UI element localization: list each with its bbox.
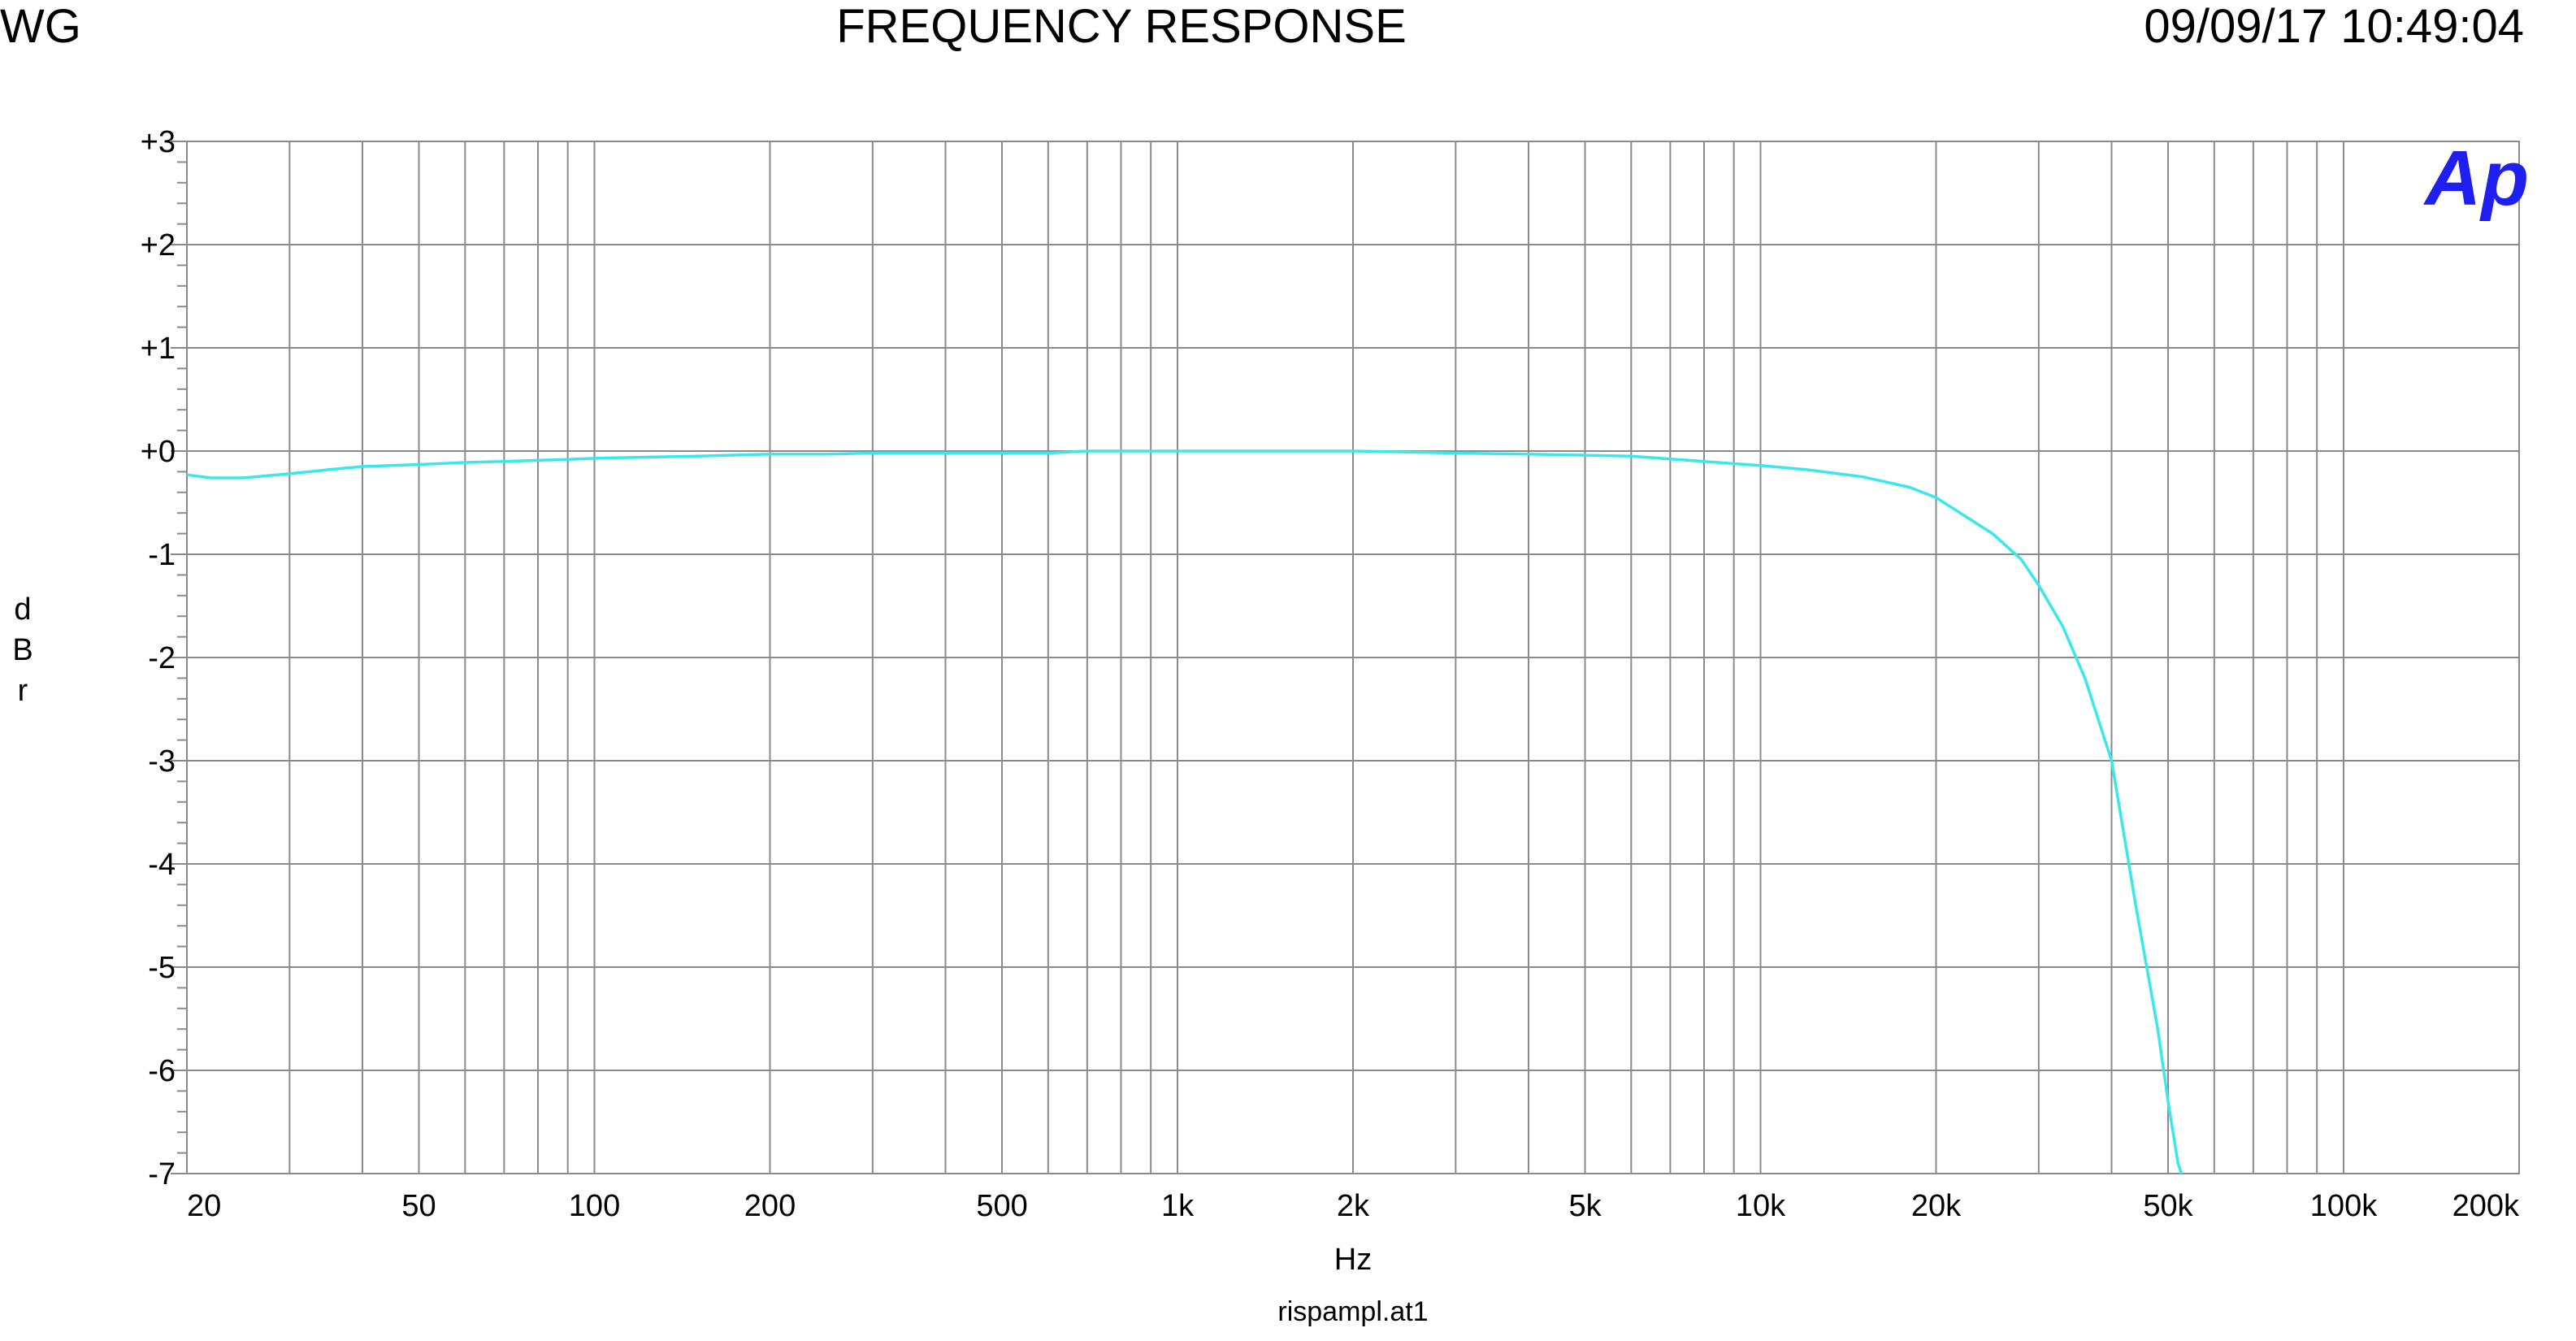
y-tick-label: +0 [141, 435, 176, 469]
y-tick-label: -6 [148, 1054, 176, 1088]
header-timestamp: 09/09/17 10:49:04 [2144, 0, 2524, 53]
response-trace [186, 449, 2184, 1174]
x-tick-label: 20k [1911, 1189, 1962, 1223]
y-axis-tick-labels: +3 +2 +1 +0 -1 -2 -3 -4 -5 -6 -7 [141, 125, 176, 1191]
ap-logo: Ap [2423, 135, 2529, 222]
x-tick-label: 100k [2310, 1189, 2378, 1223]
y-tick-label: -4 [148, 848, 176, 882]
y-tick-label: -5 [148, 951, 176, 985]
plot-frame [186, 141, 2520, 1174]
y-axis-title-d: d [14, 592, 31, 627]
y-axis-title-r: r [18, 674, 28, 708]
x-tick-label: 100 [569, 1189, 620, 1223]
x-tick-label: 50 [401, 1189, 436, 1223]
y-tick-label: +3 [141, 125, 176, 159]
y-axis-title-b: B [12, 633, 33, 667]
y-tick-label: +2 [141, 228, 176, 263]
y-minor-ticks [171, 141, 187, 1174]
x-tick-label: 200k [2452, 1189, 2520, 1223]
y-tick-label: +1 [141, 332, 176, 366]
grid [187, 141, 2519, 1174]
x-tick-label: 1k [1161, 1189, 1195, 1223]
x-tick-label: 200 [744, 1189, 796, 1223]
y-tick-label: -1 [148, 538, 176, 572]
x-tick-label: 20 [187, 1189, 221, 1223]
x-tick-label: 50k [2143, 1189, 2193, 1223]
chart-title: FREQUENCY RESPONSE [836, 0, 1407, 53]
x-tick-label: 5k [1568, 1189, 1602, 1223]
x-tick-label: 2k [1337, 1189, 1370, 1223]
y-tick-label: -3 [148, 744, 176, 779]
x-axis-tick-labels: 20 50 100 200 500 1k 2k 5k 10k 20k 50k 100k 200k [187, 1189, 2520, 1223]
x-tick-label: 500 [976, 1189, 1027, 1223]
y-tick-label: -7 [148, 1157, 176, 1191]
file-name-label: rispampl.at1 [1277, 1296, 1428, 1327]
x-axis-title: Hz [1334, 1243, 1372, 1277]
y-tick-label: -2 [148, 641, 176, 675]
header-left-label: WG [0, 0, 81, 53]
x-tick-label: 10k [1736, 1189, 1786, 1223]
